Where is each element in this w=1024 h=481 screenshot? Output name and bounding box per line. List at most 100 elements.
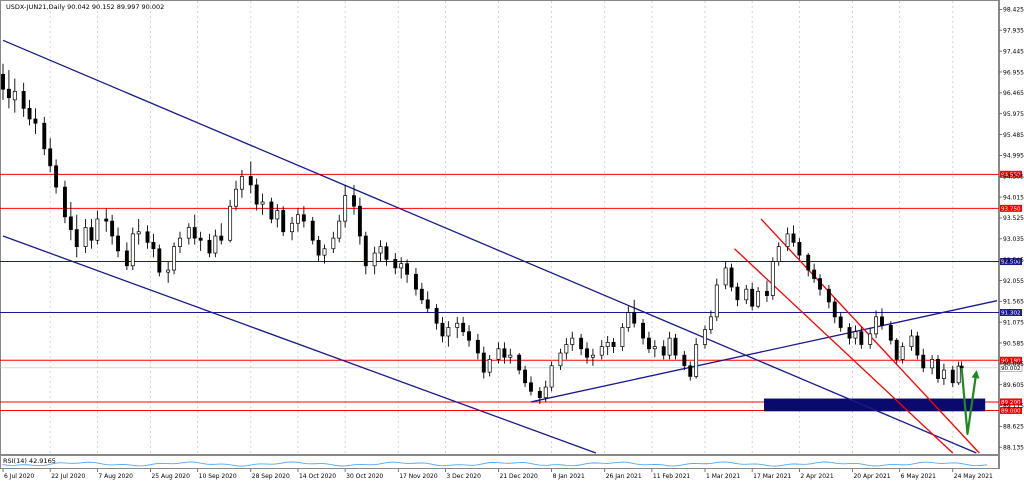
bearish-candle-body <box>791 233 796 243</box>
bullish-candle-body <box>234 188 238 207</box>
candle <box>735 282 740 307</box>
price-tick-label: 91.565 <box>1003 299 1024 306</box>
price-tick-label: 96.955 <box>1003 69 1024 76</box>
plot-frame <box>0 0 999 455</box>
bullish-candle-body <box>178 237 182 247</box>
bullish-candle-body <box>186 227 191 239</box>
bearish-candle-body <box>673 337 678 356</box>
bullish-candle-body <box>95 218 100 241</box>
bullish-candle-body <box>12 90 17 101</box>
price-tick-label: 94.995 <box>1003 153 1024 160</box>
candle <box>260 193 265 215</box>
bullish-candle-body <box>770 261 775 296</box>
candle <box>399 257 404 279</box>
bullish-candle-body <box>508 354 513 358</box>
price-tick-label: 88.625 <box>1003 424 1024 431</box>
bullish-candle-body <box>900 346 905 360</box>
price-tick-label: 92.545 <box>1003 257 1024 264</box>
candle <box>130 227 135 271</box>
bearish-candle-body <box>585 348 589 358</box>
bullish-candle-body <box>487 359 492 373</box>
bullish-candle-body <box>372 252 377 267</box>
bullish-candle-body <box>343 195 348 222</box>
bearish-candle-body <box>363 235 368 267</box>
price-tick-label: 88.135 <box>1003 445 1024 452</box>
bullish-candle-body <box>694 344 699 377</box>
bullish-candle-body <box>874 316 879 335</box>
candle <box>446 321 451 347</box>
candle <box>434 304 439 330</box>
bearish-candle-body <box>915 335 920 356</box>
price-tick-label: 93.525 <box>1003 215 1024 222</box>
candle <box>74 214 79 258</box>
candle <box>12 78 17 113</box>
candle <box>166 261 171 283</box>
candle <box>620 323 625 351</box>
price-axis: 98.425 97.935 97.445 96.955 96.465 95.975 95.4… <box>999 7 1024 452</box>
bearish-candle-body <box>481 352 486 373</box>
time-tick-label: 17 Mar 2021 <box>753 473 791 480</box>
time-tick-label: 30 Oct 2020 <box>346 473 383 480</box>
bearish-candle-body <box>523 369 528 384</box>
bearish-candle-body <box>301 214 306 222</box>
time-tick-label: 3 Dec 2020 <box>446 473 481 480</box>
candle <box>89 218 94 249</box>
price-tick-label: 90.585 <box>1003 340 1024 347</box>
trendline <box>734 248 954 454</box>
bearish-candle-body <box>888 325 893 341</box>
bullish-candle-body <box>213 235 218 254</box>
bullish-candle-body <box>455 322 460 328</box>
bearish-candle-body <box>384 246 389 260</box>
level-price-label: 92.500 <box>1001 260 1021 266</box>
bearish-candle-body <box>832 301 837 318</box>
bullish-candle-body <box>744 288 749 301</box>
bearish-candle-body <box>145 231 150 243</box>
candle <box>27 99 32 126</box>
time-tick-label: 22 Jul 2020 <box>51 473 85 480</box>
candle <box>694 338 699 379</box>
candle <box>537 387 542 405</box>
bearish-candle-body <box>310 220 315 241</box>
candle <box>481 346 486 379</box>
candle <box>496 342 501 364</box>
level-price-label: 93.750 <box>1001 207 1021 213</box>
level-price-tag <box>1000 406 1022 414</box>
bullish-candle-body <box>667 337 672 356</box>
candle <box>198 231 203 251</box>
indicator-frame <box>0 455 999 469</box>
bullish-candle-body <box>756 290 761 307</box>
level-price-label: 90.180 <box>1001 358 1021 364</box>
grid-lines <box>49 1 954 455</box>
bearish-candle-body <box>467 331 471 341</box>
bearish-candle-body <box>434 307 439 324</box>
bullish-candle-body <box>708 316 713 330</box>
candle <box>378 240 383 262</box>
bearish-candle-body <box>33 118 38 124</box>
bearish-candle-body <box>921 354 926 369</box>
bullish-candle-body <box>260 201 265 205</box>
candle <box>847 323 852 345</box>
bullish-candle-body <box>620 327 625 347</box>
forecast-arrow <box>960 367 980 435</box>
bearish-candle-body <box>48 148 53 167</box>
horizontal-levels: 94.550 93.750 92.500 91.302 90.180 89.200 89.0… <box>0 170 1023 415</box>
candle <box>116 227 120 258</box>
candle <box>207 233 212 258</box>
time-tick-label: 11 Feb 2021 <box>653 473 691 480</box>
bullish-candle-body <box>785 233 790 247</box>
price-tick-label: 98.425 <box>1003 7 1024 14</box>
candle <box>393 253 398 275</box>
candle <box>915 331 920 360</box>
forecast-arrowhead <box>971 370 980 379</box>
candle <box>936 355 940 383</box>
candle <box>213 229 218 258</box>
bearish-candle-body <box>198 237 203 241</box>
bearish-candle-body <box>316 239 321 256</box>
rsi-line <box>2 461 988 467</box>
price-tick-label: 96.465 <box>1003 90 1024 97</box>
candle <box>413 267 418 296</box>
bearish-candle-body <box>859 331 864 345</box>
candle <box>673 333 678 360</box>
candle <box>136 218 141 245</box>
